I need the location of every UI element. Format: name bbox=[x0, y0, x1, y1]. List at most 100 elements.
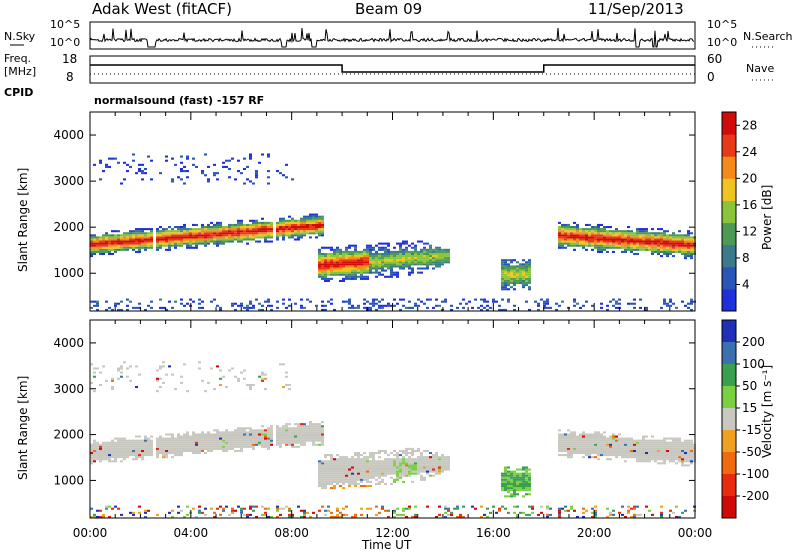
heatmap-cell bbox=[99, 236, 102, 239]
heatmap-cell bbox=[657, 449, 660, 452]
heatmap-cell bbox=[117, 246, 120, 249]
heatmap-cell bbox=[177, 511, 180, 514]
heatmap-cell bbox=[231, 236, 234, 239]
heatmap-cell bbox=[507, 478, 510, 481]
heatmap-cell bbox=[150, 234, 153, 237]
heatmap-cell bbox=[651, 454, 654, 457]
heatmap-cell bbox=[426, 255, 429, 258]
heatmap-cell bbox=[591, 447, 594, 450]
heatmap-cell bbox=[207, 226, 210, 229]
heatmap-cell bbox=[564, 238, 567, 241]
heatmap-cell bbox=[105, 308, 108, 311]
heatmap-cell bbox=[222, 230, 225, 233]
heatmap-cell bbox=[102, 250, 105, 253]
heatmap-cell bbox=[381, 449, 384, 452]
heatmap-cell bbox=[561, 226, 564, 229]
heatmap-cell bbox=[222, 447, 225, 450]
heatmap-cell bbox=[309, 425, 312, 428]
heatmap-cell bbox=[174, 234, 177, 237]
heatmap-cell bbox=[330, 246, 333, 249]
heatmap-cell bbox=[348, 476, 351, 479]
heatmap-cell bbox=[321, 277, 324, 280]
heatmap-cell bbox=[600, 250, 603, 253]
heatmap-cell bbox=[111, 449, 114, 452]
heatmap-cell bbox=[243, 443, 246, 446]
heatmap-cell bbox=[186, 228, 189, 231]
heatmap-cell bbox=[609, 244, 612, 247]
heatmap-cell bbox=[594, 230, 597, 233]
heatmap-cell bbox=[261, 441, 264, 444]
heatmap-cell bbox=[129, 441, 132, 444]
heatmap-cell bbox=[507, 263, 510, 266]
heatmap-cell bbox=[441, 250, 444, 253]
heatmap-cell bbox=[651, 246, 654, 249]
heatmap-cell bbox=[378, 462, 381, 465]
heatmap-cell bbox=[651, 456, 654, 459]
heatmap-cell bbox=[171, 435, 174, 438]
heatmap-cell bbox=[189, 439, 192, 442]
heatmap-cell bbox=[117, 236, 120, 239]
heatmap-cell bbox=[528, 476, 531, 479]
heatmap-cell bbox=[669, 458, 672, 461]
heatmap-cell bbox=[588, 439, 591, 442]
heatmap-cell bbox=[516, 515, 519, 518]
heatmap-cell bbox=[651, 452, 654, 455]
heatmap-cell bbox=[330, 252, 333, 256]
heatmap-cell bbox=[204, 236, 207, 239]
heatmap-cell bbox=[369, 267, 372, 270]
heatmap-cell bbox=[612, 242, 615, 245]
heatmap-cell bbox=[588, 443, 591, 446]
heatmap-cell bbox=[177, 244, 180, 247]
heatmap-cell bbox=[258, 302, 261, 305]
heatmap-cell bbox=[363, 478, 366, 481]
heatmap-cell bbox=[651, 238, 654, 241]
heatmap-cell bbox=[174, 447, 177, 450]
heatmap-cell bbox=[207, 431, 210, 434]
heatmap-cell bbox=[348, 275, 351, 278]
heatmap-cell bbox=[222, 242, 225, 245]
heatmap-cell bbox=[294, 429, 297, 432]
heatmap-cell bbox=[507, 267, 510, 270]
heatmap-cell bbox=[159, 244, 162, 247]
heatmap-cell bbox=[690, 447, 693, 450]
heatmap-cell bbox=[459, 515, 462, 518]
heatmap-cell bbox=[258, 433, 261, 436]
heatmap-cell bbox=[324, 480, 327, 483]
heatmap-cell bbox=[510, 487, 513, 490]
heatmap-cell bbox=[171, 228, 174, 231]
heatmap-cell bbox=[240, 234, 243, 237]
heatmap-cell bbox=[132, 238, 135, 241]
heatmap-cell bbox=[351, 474, 354, 477]
heatmap-cell bbox=[582, 435, 585, 438]
heatmap-cell bbox=[168, 240, 171, 243]
heatmap-cell bbox=[567, 223, 570, 227]
heatmap-cell bbox=[297, 219, 300, 222]
heatmap-cell bbox=[687, 449, 690, 452]
heatmap-cell bbox=[357, 472, 360, 475]
heatmap-cell bbox=[336, 480, 339, 483]
heatmap-cell bbox=[606, 439, 609, 442]
heatmap-cell bbox=[219, 228, 222, 231]
heatmap-cell bbox=[234, 449, 237, 452]
heatmap-cell bbox=[501, 279, 504, 282]
heatmap-cell bbox=[96, 304, 99, 307]
heatmap-cell bbox=[222, 226, 225, 229]
heatmap-cell bbox=[609, 234, 612, 237]
heatmap-cell bbox=[639, 454, 642, 457]
heatmap-cell bbox=[279, 363, 282, 366]
heatmap-cell bbox=[171, 445, 174, 448]
heatmap-cell bbox=[270, 234, 273, 237]
heatmap-cell bbox=[513, 495, 516, 498]
heatmap-cell bbox=[432, 267, 435, 270]
heatmap-cell bbox=[690, 252, 693, 256]
heatmap-cell bbox=[156, 513, 159, 516]
heatmap-cell bbox=[438, 460, 441, 463]
heatmap-cell bbox=[216, 447, 219, 450]
heatmap-cell bbox=[681, 447, 684, 450]
heatmap-cell bbox=[300, 509, 303, 512]
heatmap-cell bbox=[261, 377, 264, 380]
heatmap-cell bbox=[507, 470, 510, 473]
heatmap-cell bbox=[504, 261, 507, 264]
heatmap-cell bbox=[501, 482, 504, 485]
heatmap-cell bbox=[102, 234, 105, 237]
